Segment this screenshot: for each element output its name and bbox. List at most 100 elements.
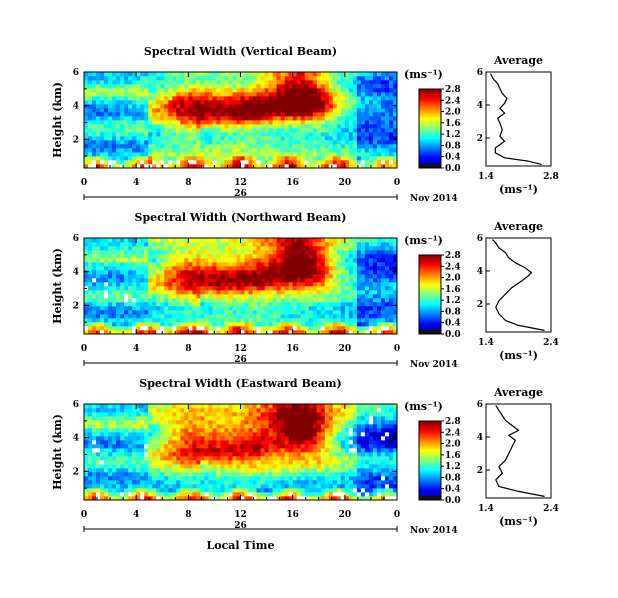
heatmap-cell (132, 286, 137, 291)
heatmap-cell (352, 92, 358, 97)
heatmap-cell (204, 444, 209, 449)
heatmap-cell (188, 302, 193, 307)
heatmap-cell (168, 318, 173, 323)
heatmap-cell (124, 290, 129, 295)
heatmap-cell (364, 318, 370, 323)
heatmap-cell (84, 440, 89, 445)
heatmap-cell (320, 282, 326, 287)
heatmap-cell (188, 322, 193, 327)
heatmap-cell (364, 274, 370, 279)
heatmap-cell (312, 250, 318, 255)
heatmap-cell (380, 156, 386, 161)
heatmap-cell (156, 310, 161, 315)
heatmap-cell (224, 112, 229, 117)
heatmap-cell (124, 460, 129, 465)
heatmap-cell (188, 456, 193, 461)
heatmap-cell (128, 242, 133, 247)
heatmap-cell (92, 132, 97, 137)
heatmap-cell (248, 120, 253, 125)
heatmap-cell (192, 428, 197, 433)
heatmap-cell (188, 444, 193, 449)
heatmap-cell (164, 424, 169, 429)
heatmap-cell (180, 290, 185, 295)
heatmap-cell (300, 108, 306, 113)
heatmap-cell (168, 242, 173, 247)
heatmap-cell (84, 144, 89, 149)
heatmap-cell (360, 270, 366, 275)
heatmap-cell (180, 310, 185, 315)
heatmap-cell (144, 436, 149, 441)
heatmap-cell (308, 310, 314, 315)
heatmap-cell (152, 436, 157, 441)
heatmap-cell (224, 144, 229, 149)
heatmap-cell (204, 246, 209, 251)
heatmap-cell (148, 76, 153, 81)
heatmap-cell (292, 136, 298, 141)
heatmap-cell (292, 286, 298, 291)
heatmap-cell (124, 262, 129, 267)
heatmap-cell (384, 298, 390, 303)
heatmap-cell (292, 278, 298, 283)
heatmap-cell (344, 76, 350, 81)
heatmap-cell (188, 136, 193, 141)
heatmap-cell (256, 72, 261, 77)
heatmap-cell (236, 128, 241, 133)
heatmap-cell (260, 72, 265, 77)
heatmap-cell (204, 404, 209, 409)
heatmap-cell (108, 488, 113, 493)
heatmap-cell (96, 472, 101, 477)
heatmap-cell (196, 476, 201, 481)
heatmap-cell (344, 282, 350, 287)
heatmap-cell (96, 484, 101, 489)
heatmap-cell (120, 436, 125, 441)
heatmap-cell (360, 250, 366, 255)
heatmap-cell (104, 440, 109, 445)
heatmap-cell (84, 444, 89, 449)
heatmap-cell (136, 404, 141, 409)
heatmap-cell (100, 298, 105, 303)
heatmap-cell (236, 440, 241, 445)
heatmap-cell (336, 128, 342, 133)
heatmap-cell (360, 104, 366, 109)
heatmap-cell (200, 274, 205, 279)
heatmap-cell (128, 286, 133, 291)
heatmap-cell (136, 136, 141, 141)
heatmap-cell (140, 314, 145, 319)
heatmap-cell (216, 310, 221, 315)
heatmap-cell (392, 128, 398, 133)
heatmap-cell (140, 164, 145, 169)
heatmap-cell (388, 274, 394, 279)
heatmap-cell (168, 132, 173, 137)
heatmap-cell (372, 96, 378, 101)
heatmap-cell (380, 124, 386, 129)
heatmap-cell (104, 314, 109, 319)
heatmap-cell (152, 408, 157, 413)
heatmap-cell (144, 242, 149, 247)
heatmap-cell (184, 408, 189, 413)
heatmap-cell (344, 262, 350, 267)
heatmap-cell (108, 484, 113, 489)
heatmap-cell (120, 84, 125, 89)
heatmap-cell (144, 424, 149, 429)
heatmap-cell (164, 302, 169, 307)
heatmap-cell (220, 416, 225, 421)
heatmap-cell (180, 250, 185, 255)
heatmap-cell (280, 96, 285, 101)
heatmap-cell (192, 322, 197, 327)
heatmap-cell (84, 294, 89, 299)
heatmap-cell (148, 108, 153, 113)
heatmap-cell (256, 306, 261, 311)
heatmap-cell (148, 310, 153, 315)
heatmap-cell (372, 152, 378, 157)
heatmap-cell (208, 116, 213, 121)
heatmap-cell (340, 306, 346, 311)
heatmap-cell (296, 302, 302, 307)
heatmap-cell (108, 140, 113, 145)
heatmap-cell (212, 404, 217, 409)
heatmap-cell (176, 238, 181, 243)
heatmap-cell (316, 314, 322, 319)
heatmap-cell (148, 84, 153, 89)
heatmap-cell (360, 108, 366, 113)
heatmap-cell (172, 88, 177, 93)
heatmap-cell (212, 262, 217, 267)
